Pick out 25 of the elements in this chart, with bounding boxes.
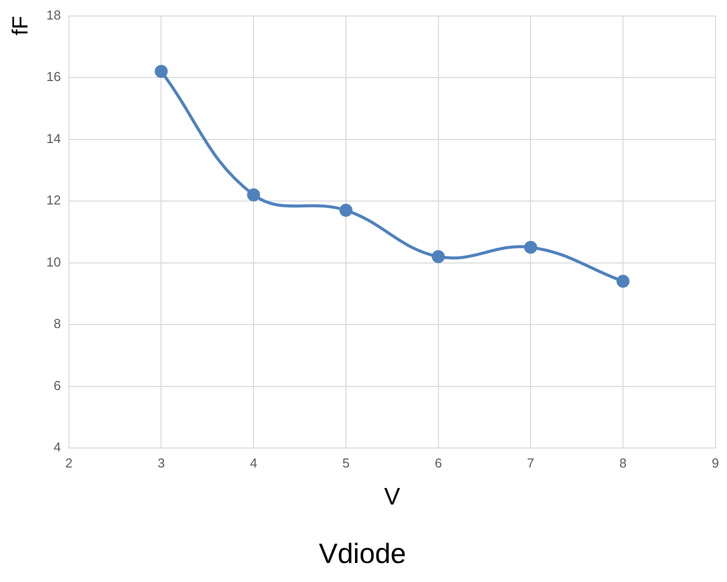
text: Vdiode xyxy=(318,538,406,569)
x-tick-label: 2 xyxy=(65,455,72,470)
y-tick-label: 16 xyxy=(46,69,61,84)
x-axis-title: V xyxy=(384,484,400,511)
y-axis-title: fF xyxy=(7,16,32,36)
y-tick-label: 4 xyxy=(54,440,61,455)
y-tick-label: 10 xyxy=(46,254,61,270)
x-tick-label: 3 xyxy=(158,455,165,470)
point xyxy=(339,204,352,217)
y-tick-label: 18 xyxy=(46,7,61,22)
point xyxy=(616,274,630,288)
x-tick-label: 9 xyxy=(712,455,719,470)
point xyxy=(247,188,260,202)
y-tick-label: 14 xyxy=(46,130,61,146)
y-tick-label: 8 xyxy=(54,316,61,332)
x-tick-label: 4 xyxy=(250,455,258,470)
x-tick-label: 7 xyxy=(527,455,534,470)
point xyxy=(524,240,538,254)
x-tick-label: 5 xyxy=(342,455,350,470)
x-tick-label: 6 xyxy=(434,455,442,470)
y-tick-label: 6 xyxy=(54,378,61,393)
point xyxy=(432,250,445,264)
point xyxy=(154,64,168,78)
x-tick-label: 8 xyxy=(619,455,627,470)
y-tick-label: 12 xyxy=(46,192,61,208)
